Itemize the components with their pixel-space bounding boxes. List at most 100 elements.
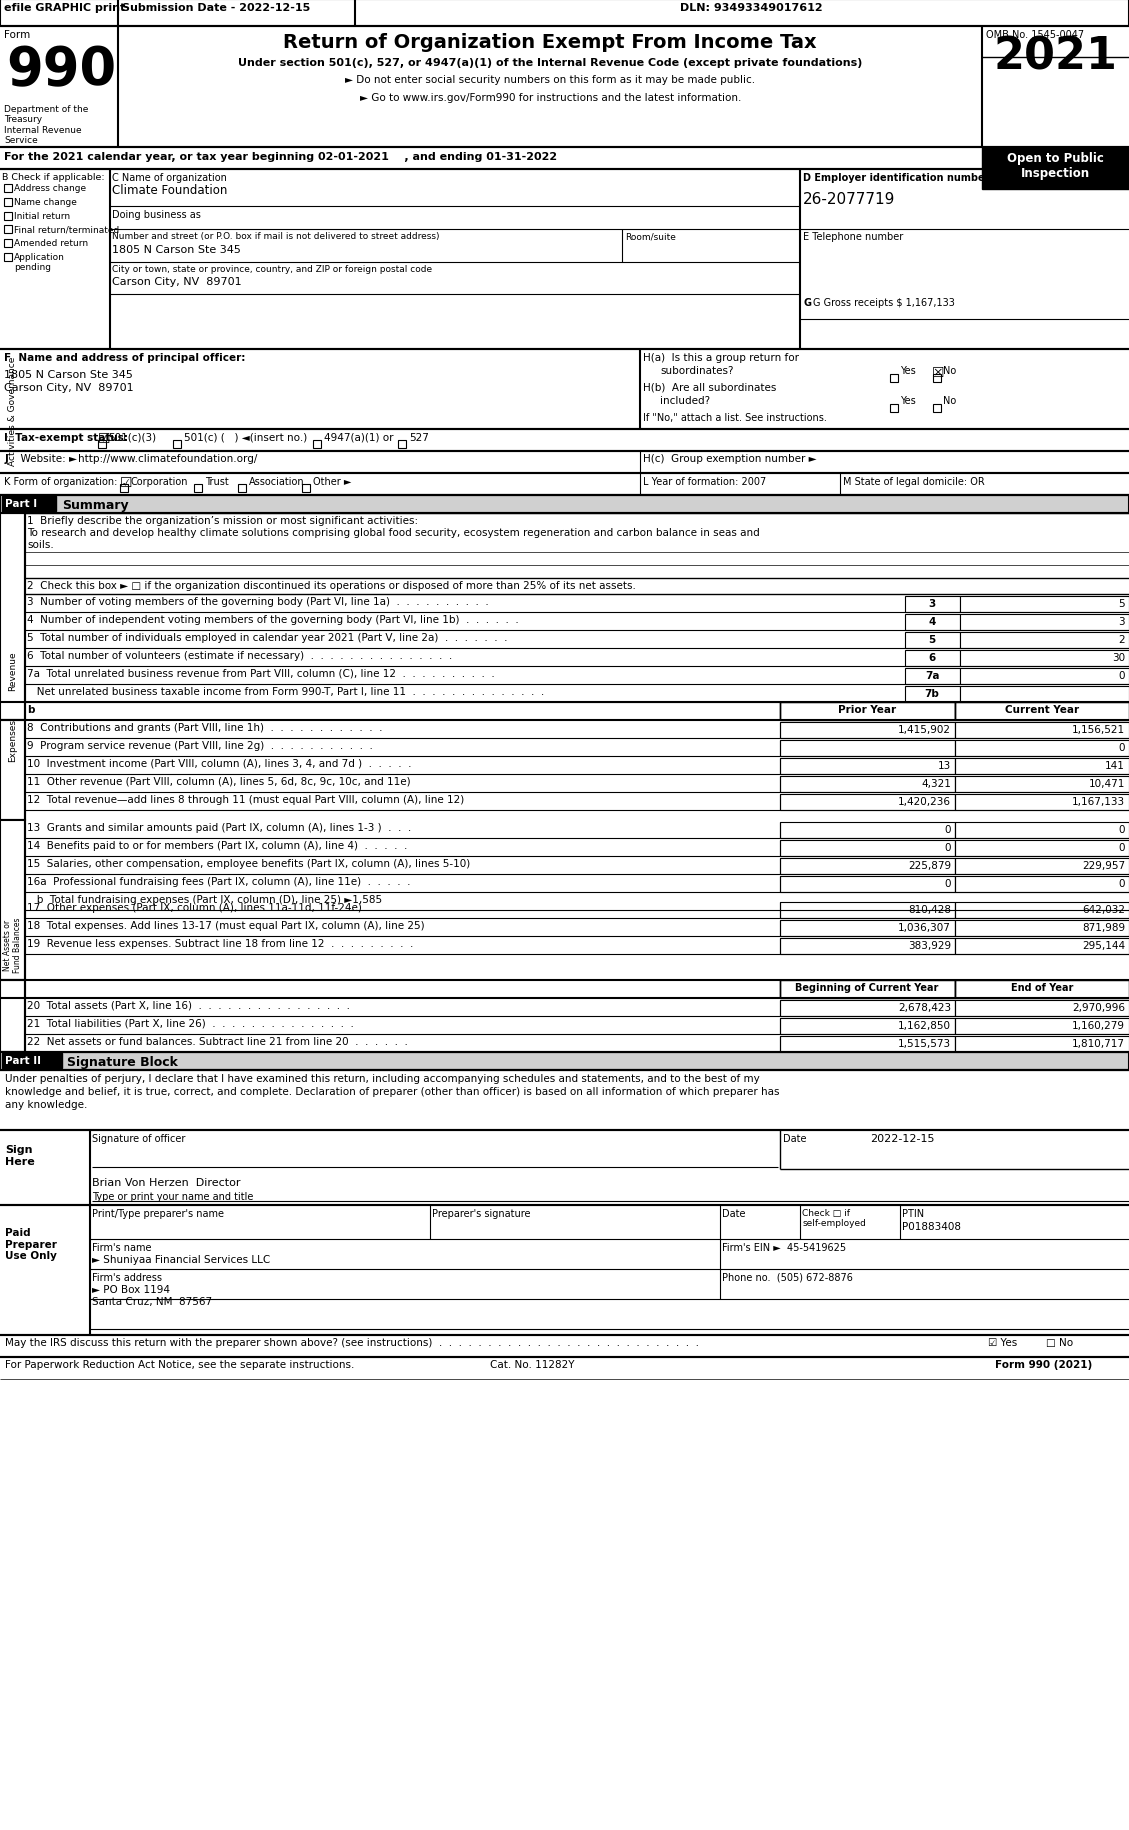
- Text: ☑ Yes: ☑ Yes: [988, 1338, 1017, 1347]
- Text: 7a: 7a: [925, 670, 939, 681]
- Bar: [905, 686, 960, 703]
- Bar: [960, 686, 1129, 703]
- Bar: [982, 148, 1129, 190]
- Text: Santa Cruz, NM  87567: Santa Cruz, NM 87567: [93, 1296, 212, 1307]
- Text: Part II: Part II: [6, 1056, 42, 1065]
- Text: ☑: ☑: [97, 432, 110, 447]
- Bar: [5, 225, 12, 234]
- Text: 20  Total assets (Part X, line 16)  .  .  .  .  .  .  .  .  .  .  .  .  .  .  . : 20 Total assets (Part X, line 16) . . . …: [27, 1001, 350, 1010]
- Text: Address change: Address change: [15, 183, 87, 192]
- Bar: [955, 840, 1129, 856]
- Text: Activities & Governance: Activities & Governance: [8, 357, 17, 465]
- Bar: [955, 1019, 1129, 1034]
- Text: 0: 0: [1119, 743, 1124, 752]
- Bar: [0, 820, 25, 981]
- Text: 1805 N Carson Ste 345: 1805 N Carson Ste 345: [5, 370, 133, 381]
- Text: Firm's address: Firm's address: [93, 1272, 163, 1283]
- Bar: [780, 1001, 955, 1016]
- Text: 1,036,307: 1,036,307: [899, 922, 951, 933]
- Text: Expenses: Expenses: [8, 719, 17, 761]
- Text: 9  Program service revenue (Part VIII, line 2g)  .  .  .  .  .  .  .  .  .  .  .: 9 Program service revenue (Part VIII, li…: [27, 741, 374, 750]
- Text: Net Assets or
Fund Balances: Net Assets or Fund Balances: [2, 917, 23, 972]
- Text: 501(c)(3): 501(c)(3): [108, 432, 157, 443]
- Bar: [955, 858, 1129, 875]
- Text: 12  Total revenue—add lines 8 through 11 (must equal Part VIII, column (A), line: 12 Total revenue—add lines 8 through 11 …: [27, 794, 465, 805]
- Text: 383,929: 383,929: [908, 941, 951, 950]
- Bar: [960, 597, 1129, 613]
- Bar: [905, 597, 960, 613]
- Text: 5: 5: [1119, 598, 1124, 609]
- Text: ► Do not enter social security numbers on this form as it may be made public.: ► Do not enter social security numbers o…: [345, 75, 755, 84]
- Bar: [955, 1001, 1129, 1016]
- Bar: [933, 404, 942, 414]
- Text: 3: 3: [1119, 617, 1124, 626]
- Text: 7a  Total unrelated business revenue from Part VIII, column (C), line 12  .  .  : 7a Total unrelated business revenue from…: [27, 668, 496, 679]
- Text: any knowledge.: any knowledge.: [6, 1100, 88, 1109]
- Text: 22  Net assets or fund balances. Subtract line 21 from line 20  .  .  .  .  .  .: 22 Net assets or fund balances. Subtract…: [27, 1036, 409, 1047]
- Text: Cat. No. 11282Y: Cat. No. 11282Y: [490, 1360, 575, 1369]
- Text: Net unrelated business taxable income from Form 990-T, Part I, line 11  .  .  . : Net unrelated business taxable income fr…: [27, 686, 544, 697]
- Text: 10  Investment income (Part VIII, column (A), lines 3, 4, and 7d )  .  .  .  .  : 10 Investment income (Part VIII, column …: [27, 759, 412, 769]
- Text: Part I: Part I: [6, 500, 37, 509]
- Text: Date: Date: [723, 1208, 745, 1219]
- Text: Application
pending: Application pending: [15, 253, 65, 273]
- Text: I  Tax-exempt status:: I Tax-exempt status:: [5, 432, 129, 443]
- Bar: [98, 441, 106, 448]
- Bar: [194, 485, 202, 492]
- Bar: [0, 496, 1129, 514]
- Text: Corporation: Corporation: [130, 478, 187, 487]
- Text: Summary: Summary: [62, 500, 129, 512]
- Text: ☑: ☑: [120, 476, 132, 490]
- Text: No: No: [943, 395, 956, 406]
- Bar: [780, 877, 955, 893]
- Text: 13  Grants and similar amounts paid (Part IX, column (A), lines 1-3 )  .  .  .: 13 Grants and similar amounts paid (Part…: [27, 822, 412, 833]
- Text: Beginning of Current Year: Beginning of Current Year: [796, 983, 939, 992]
- Text: 1,515,573: 1,515,573: [898, 1038, 951, 1049]
- Text: 2021: 2021: [994, 35, 1117, 79]
- Bar: [955, 822, 1129, 838]
- Text: 295,144: 295,144: [1082, 941, 1124, 950]
- Bar: [955, 981, 1129, 999]
- Text: 1,810,717: 1,810,717: [1073, 1038, 1124, 1049]
- Text: 0: 0: [945, 842, 951, 853]
- Text: knowledge and belief, it is true, correct, and complete. Declaration of preparer: knowledge and belief, it is true, correc…: [6, 1087, 780, 1096]
- Text: ► Shuniyaa Financial Services LLC: ► Shuniyaa Financial Services LLC: [93, 1254, 271, 1265]
- Text: Yes: Yes: [900, 395, 916, 406]
- Text: For the 2021 calendar year, or tax year beginning 02-01-2021    , and ending 01-: For the 2021 calendar year, or tax year …: [5, 152, 558, 161]
- Text: 21  Total liabilities (Part X, line 26)  .  .  .  .  .  .  .  .  .  .  .  .  .  : 21 Total liabilities (Part X, line 26) .…: [27, 1019, 355, 1028]
- Bar: [955, 741, 1129, 756]
- Text: 15  Salaries, other compensation, employee benefits (Part IX, column (A), lines : 15 Salaries, other compensation, employe…: [27, 858, 471, 869]
- Text: 871,989: 871,989: [1082, 922, 1124, 933]
- Text: Yes: Yes: [900, 366, 916, 375]
- Bar: [780, 902, 955, 919]
- Text: http://www.climatefoundation.org/: http://www.climatefoundation.org/: [78, 454, 257, 463]
- Text: Name change: Name change: [15, 198, 77, 207]
- Text: 4  Number of independent voting members of the governing body (Part VI, line 1b): 4 Number of independent voting members o…: [27, 615, 519, 624]
- Text: For Paperwork Reduction Act Notice, see the separate instructions.: For Paperwork Reduction Act Notice, see …: [6, 1360, 355, 1369]
- Text: 0: 0: [1119, 842, 1124, 853]
- Text: 1  Briefly describe the organization’s mission or most significant activities:: 1 Briefly describe the organization’s mi…: [27, 516, 419, 525]
- Text: 11  Other revenue (Part VIII, column (A), lines 5, 6d, 8c, 9c, 10c, and 11e): 11 Other revenue (Part VIII, column (A),…: [27, 776, 411, 787]
- Text: Preparer's signature: Preparer's signature: [432, 1208, 531, 1219]
- Text: 2: 2: [1119, 635, 1124, 644]
- Text: 1805 N Carson Ste 345: 1805 N Carson Ste 345: [113, 245, 242, 254]
- Text: Submission Date - 2022-12-15: Submission Date - 2022-12-15: [122, 4, 310, 13]
- Bar: [955, 920, 1129, 937]
- Text: ► Go to www.irs.gov/Form990 for instructions and the latest information.: ► Go to www.irs.gov/Form990 for instruct…: [359, 93, 741, 102]
- Text: G: G: [803, 298, 811, 307]
- Bar: [780, 939, 955, 955]
- Text: Final return/terminated: Final return/terminated: [15, 225, 120, 234]
- Text: Carson City, NV  89701: Carson City, NV 89701: [113, 276, 242, 287]
- Text: Firm's name: Firm's name: [93, 1243, 152, 1252]
- Bar: [905, 651, 960, 666]
- Text: □ No: □ No: [1047, 1338, 1074, 1347]
- Text: 4947(a)(1) or: 4947(a)(1) or: [324, 432, 394, 443]
- Text: 7b: 7b: [925, 688, 939, 699]
- Bar: [780, 920, 955, 937]
- Bar: [780, 822, 955, 838]
- Text: included?: included?: [660, 395, 710, 406]
- Text: Paid
Preparer
Use Only: Paid Preparer Use Only: [6, 1228, 58, 1261]
- Bar: [5, 185, 12, 192]
- Text: L Year of formation: 2007: L Year of formation: 2007: [644, 478, 767, 487]
- Bar: [905, 633, 960, 648]
